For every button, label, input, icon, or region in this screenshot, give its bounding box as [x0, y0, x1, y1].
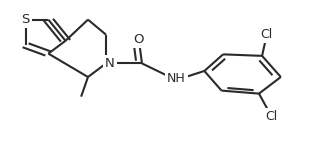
- Text: Cl: Cl: [265, 110, 278, 123]
- Text: O: O: [134, 33, 144, 46]
- Text: NH: NH: [167, 72, 186, 85]
- Text: N: N: [105, 57, 115, 70]
- Text: S: S: [22, 13, 30, 26]
- Text: Cl: Cl: [261, 28, 273, 41]
